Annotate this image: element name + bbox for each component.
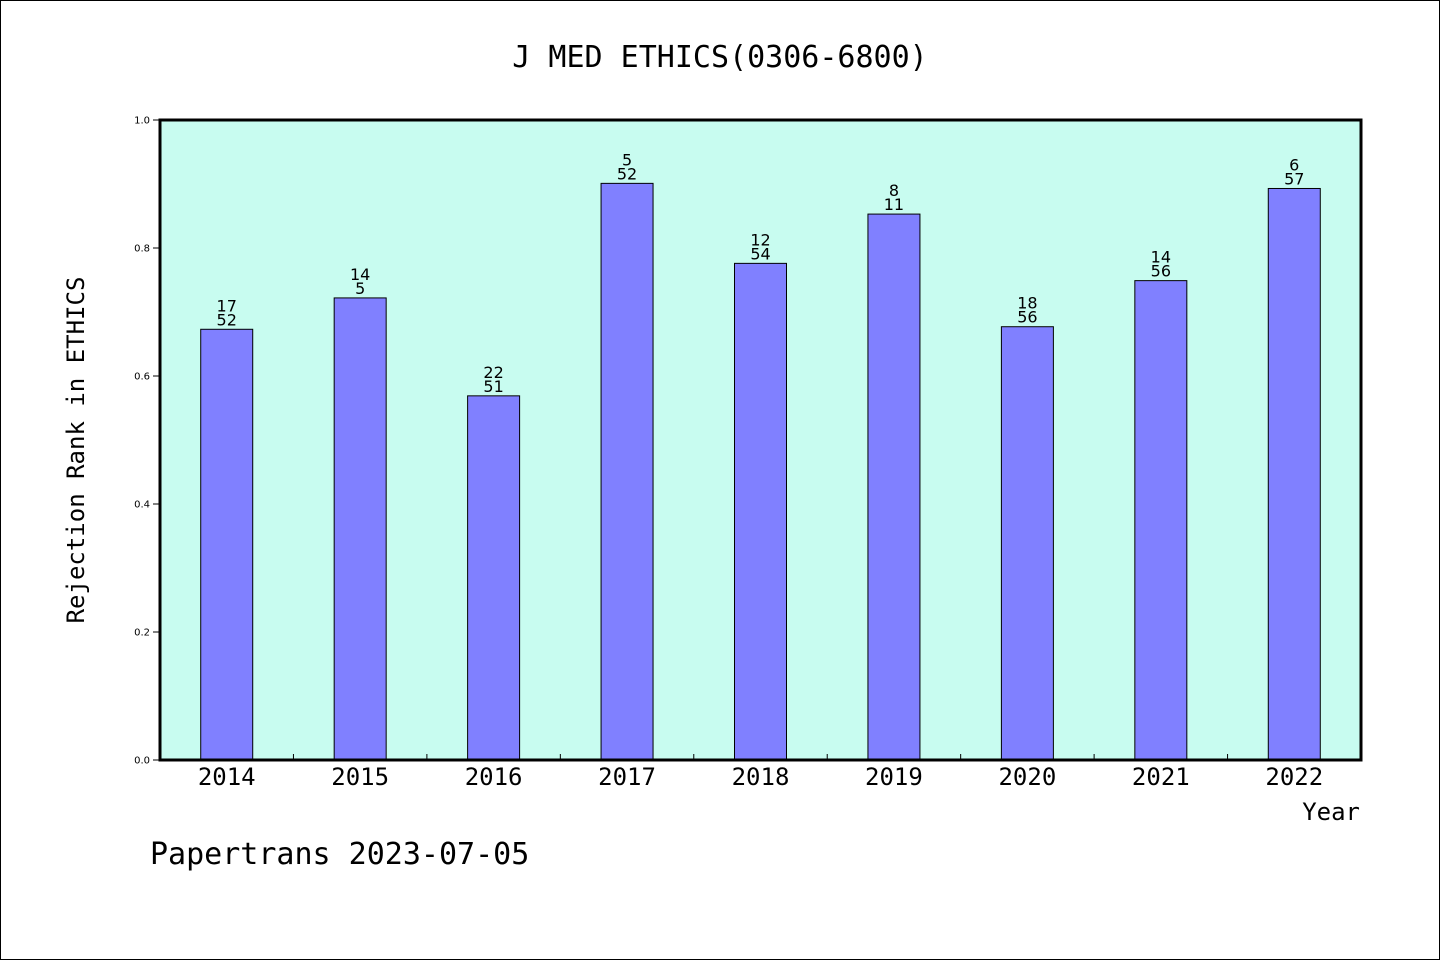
y-tick-label-1: 0.2: [134, 628, 150, 639]
x-tick-label-2019: 2019: [865, 763, 923, 791]
x-tick-label-2018: 2018: [732, 763, 790, 791]
data-label-top-2015: 14: [350, 265, 370, 284]
x-tick-label-2021: 2021: [1132, 763, 1190, 791]
x-axis-label: Year: [1302, 798, 1360, 826]
y-tick-label-2: 0.4: [134, 500, 150, 511]
bars-group: [200, 182, 1321, 761]
data-label-top-2018: 12: [750, 230, 770, 249]
y-tick-label-0: 0.0: [134, 756, 150, 767]
y-axis: 0.0 0.2 0.4 0.6 0.8 1.0: [134, 116, 160, 767]
data-label-bottom-2017: 52: [617, 164, 637, 183]
chart-title: J MED ETHICS(0306-6800): [512, 40, 927, 75]
data-label-top-2020: 18: [1017, 294, 1037, 313]
bar-2021: [1134, 280, 1188, 761]
bar-2014: [200, 328, 254, 761]
data-label-top-2021: 14: [1151, 248, 1171, 267]
bar-2016: [467, 395, 521, 761]
data-label-bottom-2016: 51: [483, 377, 503, 396]
bar-2019: [867, 213, 921, 761]
y-tick-label-4: 0.8: [134, 244, 150, 255]
y-tick-label-3: 0.6: [134, 372, 150, 383]
data-label-top-2022: 6: [1289, 155, 1299, 174]
data-label-top-2014: 17: [217, 296, 237, 315]
data-label-bottom-2019: 11: [884, 195, 904, 214]
data-label-top-2017: 5: [622, 150, 632, 169]
x-tick-label-2014: 2014: [198, 763, 256, 791]
x-tick-label-2022: 2022: [1265, 763, 1323, 791]
bar-2015: [333, 297, 387, 761]
x-tick-label-2015: 2015: [331, 763, 389, 791]
y-tick-label-5: 1.0: [134, 116, 150, 127]
data-label-bottom-2014: 52: [217, 310, 237, 329]
x-tick-label-2016: 2016: [465, 763, 523, 791]
bar-2018: [734, 262, 787, 761]
data-label-bottom-2022: 57: [1284, 169, 1304, 188]
bar-2020: [1000, 326, 1054, 761]
y-axis-label: Rejection Rank in ETHICS: [62, 277, 90, 624]
footer-credit: Papertrans 2023-07-05: [150, 837, 529, 872]
bar-2017: [600, 182, 654, 761]
data-label-bottom-2015: 5: [355, 279, 365, 298]
data-label-bottom-2021: 56: [1151, 262, 1171, 281]
data-label-bottom-2020: 56: [1017, 308, 1037, 327]
x-tick-label-2020: 2020: [998, 763, 1056, 791]
data-label-top-2019: 8: [889, 181, 899, 200]
data-label-top-2016: 22: [483, 363, 503, 382]
x-axis: 2014 2015 2016 2017 2018 2019 2020 2021 2022: [198, 754, 1323, 791]
plot-border: [158, 118, 1363, 762]
data-label-bottom-2018: 54: [750, 244, 770, 263]
bar-2022: [1267, 187, 1321, 761]
x-tick-label-2017: 2017: [598, 763, 656, 791]
